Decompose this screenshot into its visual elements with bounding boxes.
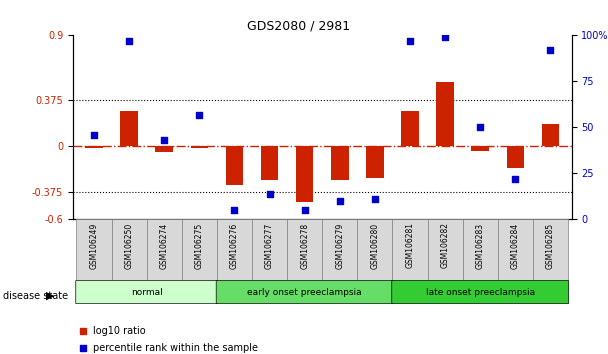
Bar [156, 146, 173, 152]
Bar [120, 112, 138, 146]
Bar [226, 146, 243, 185]
Bar [506, 146, 524, 168]
Point [230, 207, 240, 213]
Text: GSM106250: GSM106250 [125, 219, 134, 264]
FancyBboxPatch shape [392, 280, 568, 304]
Text: GSM106283: GSM106283 [475, 222, 485, 269]
Bar [401, 112, 419, 146]
Text: GSM106280: GSM106280 [370, 219, 379, 264]
Text: GSM106282: GSM106282 [441, 222, 450, 268]
Point [264, 191, 274, 196]
Text: percentile rank within the sample: percentile rank within the sample [93, 343, 258, 353]
Point [440, 34, 450, 40]
Text: GSM106277: GSM106277 [265, 219, 274, 264]
Text: GDS2080 / 2981: GDS2080 / 2981 [247, 20, 351, 33]
Point [195, 112, 204, 118]
Text: GSM106280: GSM106280 [370, 222, 379, 269]
Point [300, 207, 309, 213]
Bar [77, 219, 112, 280]
Text: ▶: ▶ [46, 291, 55, 301]
Point [545, 47, 555, 53]
Bar [463, 219, 498, 280]
Bar [437, 82, 454, 146]
Text: GSM106275: GSM106275 [195, 222, 204, 269]
Text: early onset preeclampsia: early onset preeclampsia [247, 287, 362, 297]
Text: GSM106281: GSM106281 [406, 222, 415, 268]
Text: GSM106249: GSM106249 [89, 222, 98, 269]
Text: GSM106250: GSM106250 [125, 222, 134, 269]
Bar [366, 146, 384, 178]
Bar [217, 219, 252, 280]
Bar [147, 219, 182, 280]
Point [159, 137, 169, 143]
Text: GSM106284: GSM106284 [511, 219, 520, 264]
Text: normal: normal [131, 287, 162, 297]
FancyBboxPatch shape [76, 280, 218, 304]
Bar [252, 219, 287, 280]
Text: GSM106274: GSM106274 [160, 219, 169, 264]
Point [124, 38, 134, 44]
Text: GSM106249: GSM106249 [89, 219, 98, 264]
Text: GSM106275: GSM106275 [195, 219, 204, 264]
Text: GSM106276: GSM106276 [230, 222, 239, 269]
Text: late onset preeclampsia: late onset preeclampsia [426, 287, 535, 297]
Text: GSM106274: GSM106274 [160, 222, 169, 269]
Text: GSM106285: GSM106285 [546, 222, 555, 269]
Bar [498, 219, 533, 280]
Bar [287, 219, 322, 280]
Bar [427, 219, 463, 280]
Bar [261, 146, 278, 180]
Text: GSM106279: GSM106279 [335, 219, 344, 264]
Bar [182, 219, 217, 280]
Bar [322, 219, 358, 280]
Bar [85, 146, 103, 148]
Bar [471, 146, 489, 151]
Text: log10 ratio: log10 ratio [93, 326, 145, 336]
Point [408, 272, 418, 278]
Bar [533, 219, 568, 280]
Point [335, 198, 345, 204]
Text: GSM106278: GSM106278 [300, 222, 309, 269]
Point [511, 176, 520, 182]
Bar [392, 219, 427, 280]
Point [405, 38, 415, 44]
Point [370, 196, 380, 202]
Text: GSM106276: GSM106276 [230, 219, 239, 264]
Text: GSM106283: GSM106283 [475, 219, 485, 264]
Point [408, 118, 418, 123]
Bar [296, 146, 314, 202]
Point [475, 125, 485, 130]
Text: GSM106278: GSM106278 [300, 219, 309, 264]
Text: GSM106285: GSM106285 [546, 219, 555, 264]
Point [89, 132, 99, 138]
Text: GSM106284: GSM106284 [511, 222, 520, 269]
Text: GSM106282: GSM106282 [441, 219, 450, 264]
Text: GSM106279: GSM106279 [335, 222, 344, 269]
FancyBboxPatch shape [216, 280, 393, 304]
Bar [190, 146, 208, 148]
Text: GSM106281: GSM106281 [406, 219, 415, 264]
Bar [112, 219, 147, 280]
Bar [542, 124, 559, 146]
Bar [331, 146, 348, 180]
Text: disease state: disease state [3, 291, 68, 301]
Bar [358, 219, 392, 280]
Text: GSM106277: GSM106277 [265, 222, 274, 269]
